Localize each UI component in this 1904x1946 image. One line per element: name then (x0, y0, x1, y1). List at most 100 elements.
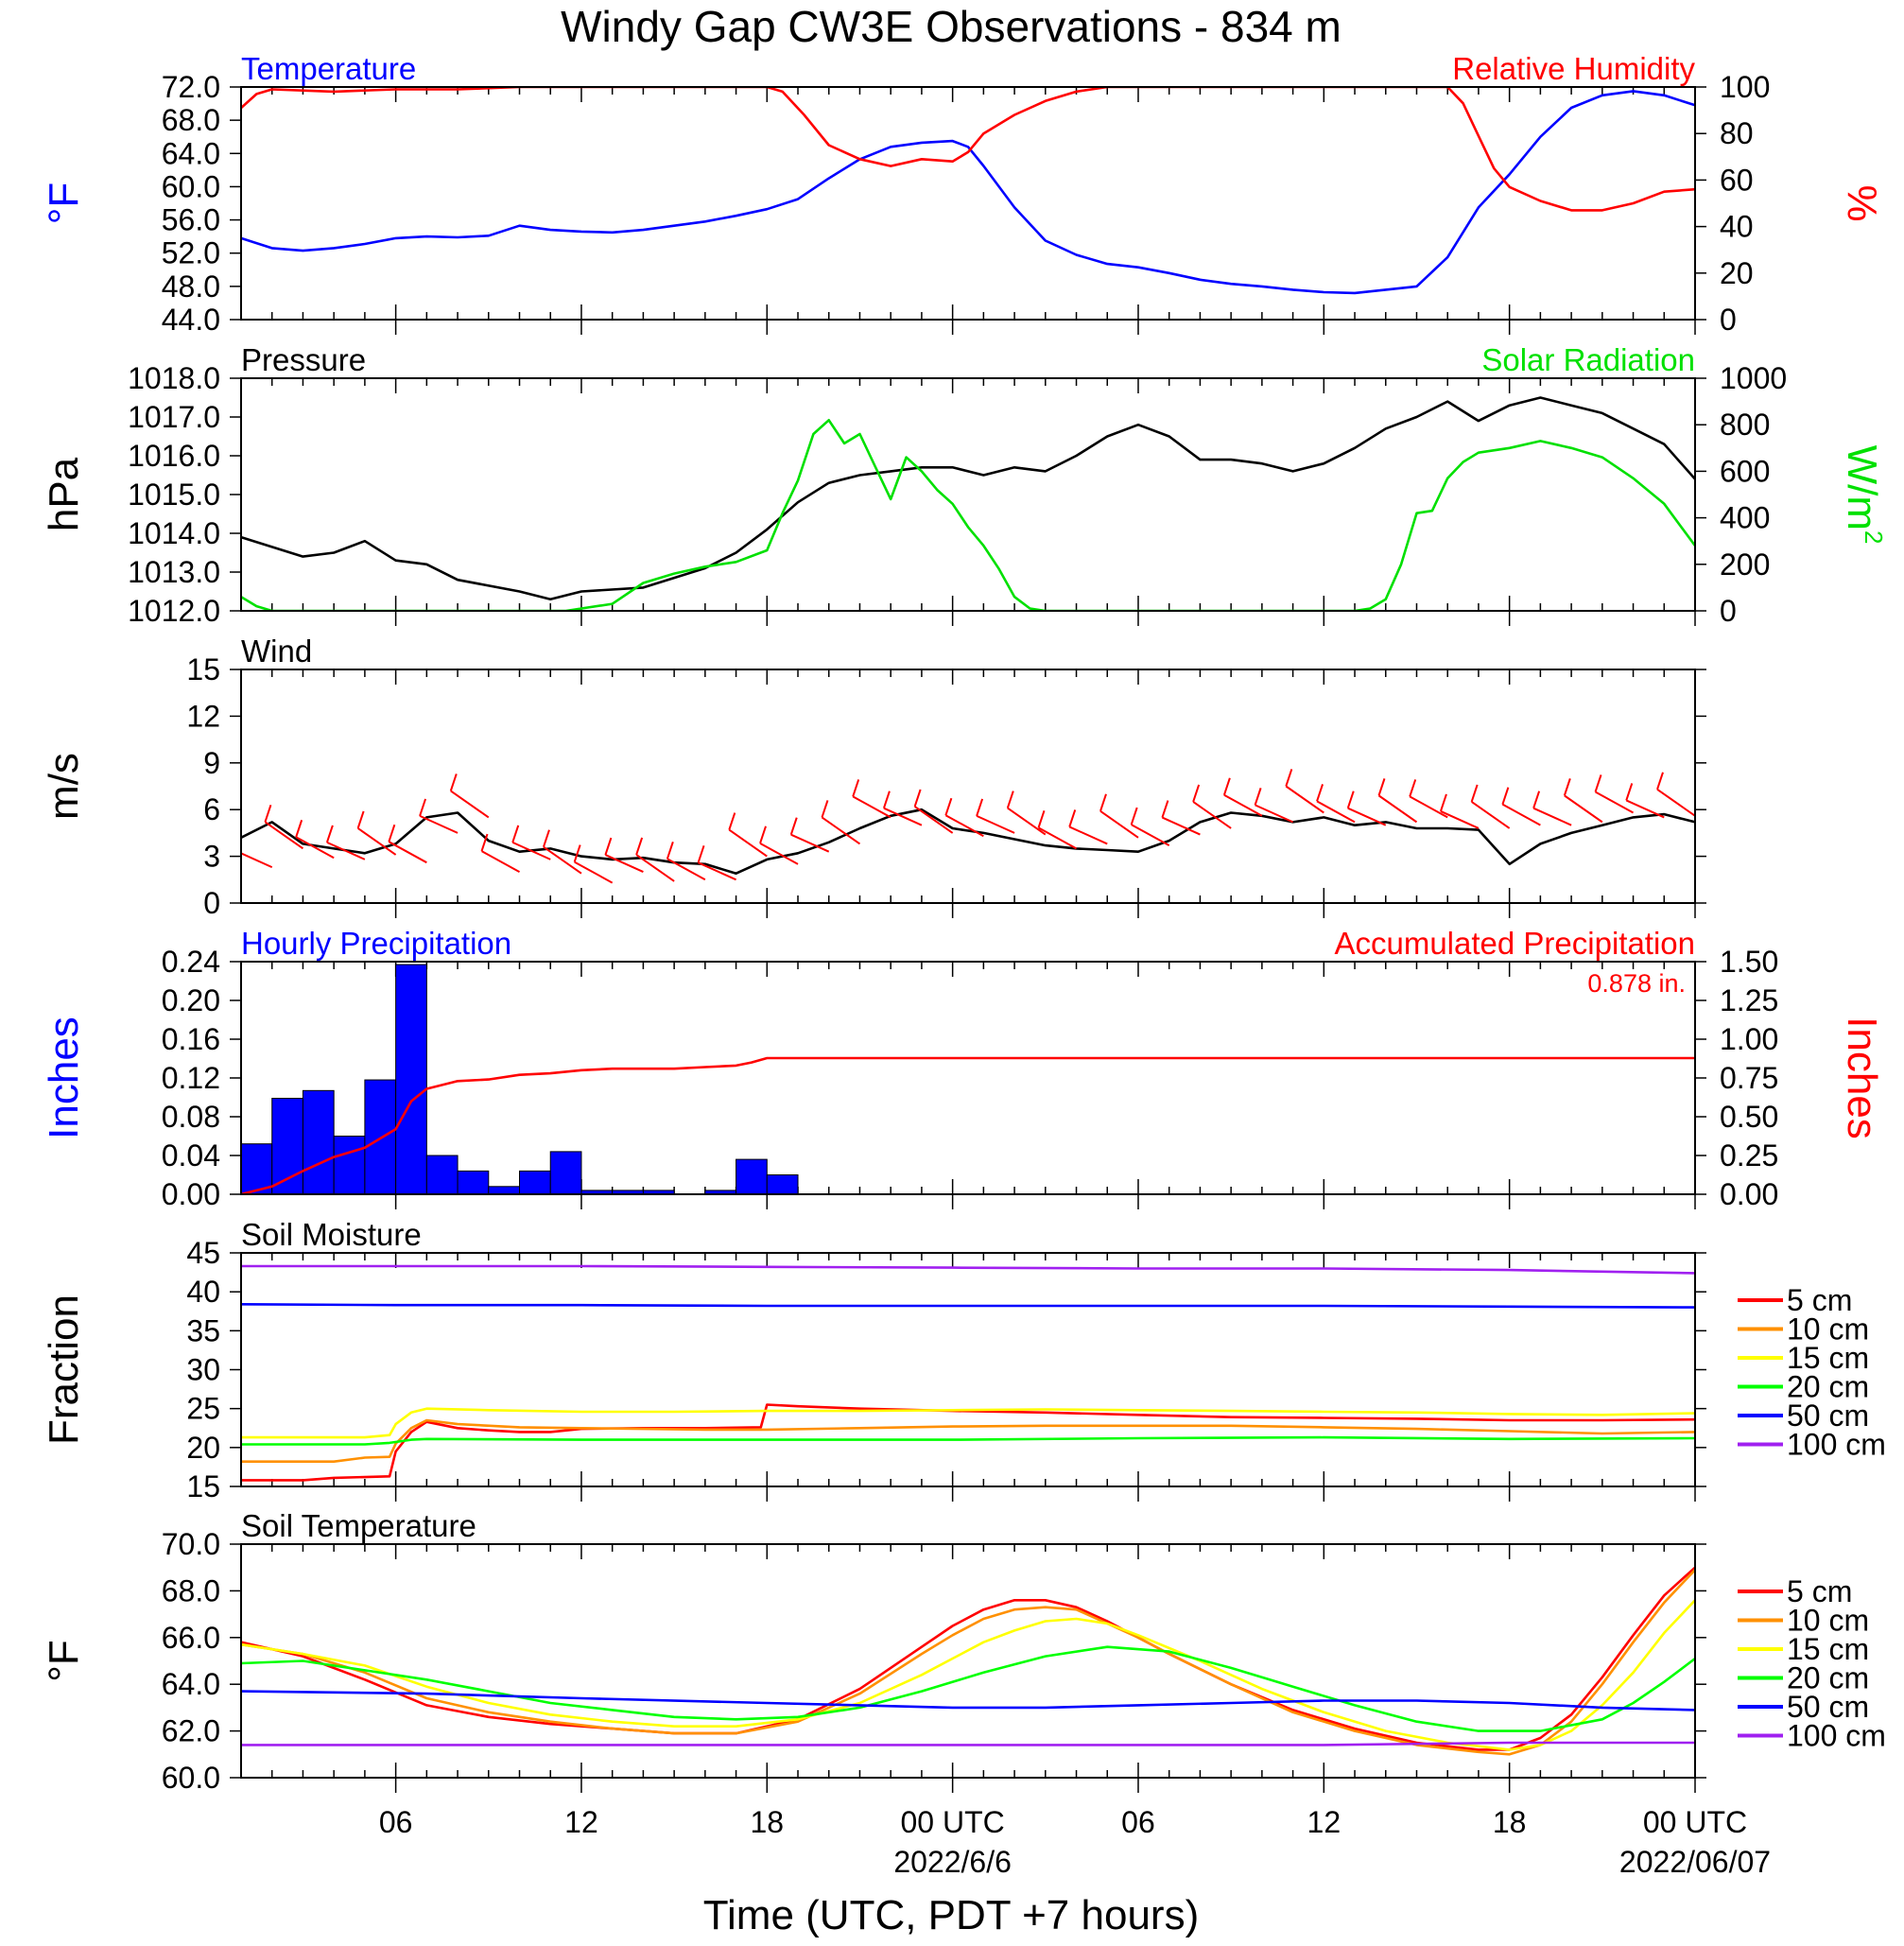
y-axis-label-left: °F (41, 182, 87, 224)
y-tick-label-left: 0.08 (162, 1100, 220, 1134)
series-line-4 (241, 1303, 1695, 1309)
x-tick-label: 18 (1493, 1805, 1527, 1839)
wind-barb (1625, 799, 1665, 819)
y-tick-label-left: 1016.0 (128, 439, 220, 473)
precip-bar (241, 1143, 273, 1194)
x-tick-label: 12 (1307, 1805, 1341, 1839)
series-line-5 (241, 1741, 1695, 1746)
y-tick-label-left: 68.0 (162, 1573, 220, 1607)
wind-barb (728, 828, 768, 858)
wind-barb (388, 841, 427, 864)
wind-barb (1255, 804, 1294, 824)
wind-barb (976, 814, 1015, 834)
wind-barb (1471, 801, 1511, 829)
wind-barb-flag (511, 825, 520, 843)
wind-barb-flag (1130, 807, 1138, 825)
wind-barb (295, 836, 335, 860)
y-tick-label-left: 0.20 (162, 983, 220, 1017)
precip-bar (333, 1136, 366, 1194)
y-tick-label-left: 62.0 (162, 1714, 220, 1748)
y-tick-label-left: 52.0 (162, 236, 220, 270)
panel-frame (240, 86, 1696, 321)
panel-title-right: Relative Humidity (1452, 51, 1695, 86)
wind-barb (241, 852, 273, 869)
precip-bar (519, 1170, 551, 1194)
wind-barb (635, 854, 675, 882)
y-axis-label-left: °F (41, 1640, 87, 1681)
panel-frame (240, 377, 1696, 612)
wind-barb (914, 806, 954, 834)
wind-barb (1162, 816, 1201, 836)
wind-barb (1038, 826, 1078, 850)
y-tick-label-left: 70.0 (162, 1527, 220, 1561)
wind-barb-flag (573, 844, 581, 862)
wind-barb (1377, 794, 1418, 824)
wind-barb (1347, 807, 1387, 826)
y-tick-label-right: 60 (1720, 163, 1754, 197)
wind-barb-flag (1501, 787, 1510, 805)
wind-barb (419, 814, 459, 834)
plot-area (241, 964, 1695, 1194)
y-axis-label-right: Inches (1839, 1016, 1885, 1139)
wind-barb-flag (1006, 791, 1014, 808)
y-tick-label-left: 44.0 (162, 303, 220, 337)
y-tick-label-right: 200 (1720, 547, 1770, 582)
wind-barb-flag (1037, 810, 1046, 828)
panel-frame (240, 961, 1696, 1195)
wind-barb (1223, 793, 1263, 817)
panel-title-right: Solar Radiation (1481, 342, 1695, 377)
wind-barb-flag (325, 825, 334, 843)
wind-barb (326, 841, 366, 860)
y-tick-label-left: 60.0 (162, 169, 220, 203)
panel-frame (240, 669, 1696, 904)
panel-title-right: Accumulated Precipitation (1334, 926, 1695, 961)
y-tick-label-left: 0 (203, 886, 220, 920)
y-tick-label-left: 56.0 (162, 203, 220, 237)
wind-barb (1068, 825, 1108, 845)
y-tick-label-right: 100 (1720, 70, 1770, 104)
wind-barb-flag (419, 798, 427, 817)
wind-barb-flag (1285, 769, 1293, 787)
figure-title: Windy Gap CW3E Observations - 834 m (561, 2, 1341, 51)
wind-barb-flag (697, 844, 705, 863)
y-tick-label-left: 3 (203, 840, 220, 874)
wind-barb-flag (1254, 788, 1262, 806)
legend-label: 100 cm (1787, 1428, 1886, 1462)
y-tick-label-left: 0.04 (162, 1138, 220, 1173)
series-line-1 (241, 87, 1695, 212)
wind-barb-flag (356, 810, 365, 829)
plot-area (241, 1264, 1695, 1482)
x-tick-label: 06 (1121, 1805, 1155, 1839)
series-line-3 (241, 1435, 1695, 1446)
wind-barb (1316, 800, 1356, 824)
wind-barb-flag (264, 805, 272, 823)
precip-bar (488, 1186, 521, 1194)
y-tick-label-right: 1.50 (1720, 945, 1778, 979)
series-line-4 (241, 1690, 1695, 1711)
wind-barb-flag (635, 837, 644, 856)
y-tick-label-left: 0.00 (162, 1177, 220, 1211)
precip-bar (549, 1151, 582, 1194)
y-tick-label-right: 80 (1720, 116, 1754, 150)
wind-barb (1409, 795, 1448, 819)
legend-label: 20 cm (1787, 1370, 1869, 1404)
wind-barb (604, 854, 644, 873)
y-tick-label-left: 0.24 (162, 945, 220, 979)
y-tick-label-left: 0.16 (162, 1022, 220, 1056)
panel-0: 72.068.064.060.056.052.048.044.0 100 80 60 4… (41, 51, 1885, 337)
series-line-0 (241, 808, 1695, 876)
y-tick-label-left: 1013.0 (128, 555, 220, 589)
wind-barb (543, 845, 582, 875)
plot-area (241, 769, 1695, 884)
precip-bar (302, 1089, 335, 1194)
y-tick-label-left: 40 (186, 1275, 220, 1309)
wind-barb-flag (1222, 777, 1231, 796)
wind-barb (821, 816, 861, 845)
wind-barb (790, 833, 830, 853)
precip-bar (395, 964, 427, 1194)
y-tick-label-left: 9 (203, 746, 220, 780)
legend-label: 50 cm (1787, 1399, 1869, 1433)
x-tick-label: 00 UTC (1643, 1805, 1747, 1839)
y-tick-label-right: 20 (1720, 256, 1754, 290)
y-tick-label-right: 0.25 (1720, 1138, 1778, 1173)
